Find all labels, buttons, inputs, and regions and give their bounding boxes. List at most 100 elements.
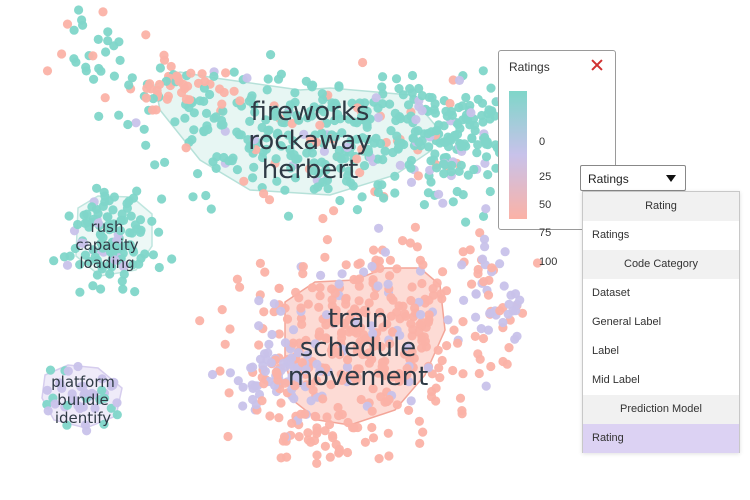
- menu-item-dataset[interactable]: Dataset: [583, 279, 739, 308]
- scatter-point: [316, 270, 326, 280]
- scatter-point: [272, 176, 282, 186]
- scatter-point: [430, 108, 440, 118]
- cluster-label: train: [328, 304, 389, 334]
- scatter-point: [377, 180, 387, 190]
- menu-item-general-label[interactable]: General Label: [583, 308, 739, 337]
- scatter-point: [456, 160, 466, 170]
- scatter-point: [139, 124, 149, 134]
- scatter-point: [358, 57, 368, 68]
- cluster-label: loading: [79, 254, 134, 272]
- scatter-point: [461, 217, 471, 227]
- menu-item-label[interactable]: Label: [583, 337, 739, 366]
- scatter-point: [380, 397, 390, 407]
- scatter-point: [296, 303, 306, 313]
- scatter-point: [392, 264, 402, 274]
- scatter-point: [311, 412, 321, 422]
- scatter-point: [103, 27, 113, 37]
- scatter-point: [63, 366, 73, 376]
- menu-item-mid-label[interactable]: Mid Label: [583, 366, 739, 395]
- scatter-point: [377, 82, 387, 92]
- close-icon[interactable]: [588, 56, 606, 74]
- scatter-point: [309, 158, 319, 168]
- scatter-point: [211, 163, 221, 173]
- scatter-point: [426, 392, 437, 402]
- scatter-point: [395, 114, 406, 124]
- scatter-point: [392, 400, 402, 410]
- scatter-point: [479, 234, 490, 244]
- scatter-point: [312, 359, 322, 369]
- scatter-point: [432, 163, 442, 173]
- scatter-point: [385, 339, 395, 349]
- scatter-point: [481, 204, 491, 214]
- scatter-point: [154, 79, 165, 90]
- scatter-point: [413, 171, 423, 181]
- scatter-point: [69, 25, 79, 35]
- legend-tick: 50: [539, 199, 552, 211]
- scatter-point: [125, 228, 135, 238]
- scatter-point: [390, 188, 400, 198]
- scatter-point: [483, 325, 493, 335]
- scatter-point: [344, 314, 354, 324]
- scatter-point: [430, 99, 440, 109]
- scatter-point: [97, 385, 107, 395]
- scatter-point: [177, 88, 187, 98]
- scatter-point: [441, 106, 451, 116]
- scatter-point: [71, 57, 81, 67]
- scatter-point: [334, 447, 344, 457]
- scatter-point: [271, 154, 281, 164]
- scatter-point: [356, 112, 367, 122]
- scatter-point: [261, 144, 271, 154]
- scatter-point: [73, 361, 83, 372]
- cluster-label: identify: [55, 409, 111, 427]
- scatter-point: [225, 368, 235, 378]
- scatter-point: [337, 269, 347, 279]
- menu-item-ratings[interactable]: Ratings: [583, 221, 739, 250]
- scatter-point: [238, 382, 248, 392]
- scatter-point: [329, 206, 339, 216]
- scatter-point: [495, 259, 505, 269]
- scatter-point: [115, 226, 126, 236]
- scatter-point: [360, 437, 370, 447]
- scatter-point: [141, 140, 151, 150]
- scatter-point: [254, 340, 264, 350]
- scatter-point: [473, 349, 483, 359]
- scatter-point: [436, 289, 446, 299]
- scatter-point: [294, 432, 304, 442]
- scatter-point: [80, 420, 90, 430]
- scatter-point: [322, 175, 333, 185]
- scatter-point: [385, 271, 395, 281]
- scatter-point: [355, 258, 365, 268]
- scatter-point: [333, 109, 343, 119]
- scatter-point: [417, 336, 427, 346]
- scatter-point: [320, 426, 330, 436]
- scatter-point: [248, 173, 258, 183]
- scatter-point: [83, 217, 93, 227]
- scatter-point: [342, 142, 352, 152]
- scatter-point: [62, 420, 72, 430]
- scatter-point: [388, 372, 398, 382]
- scatter-point: [435, 373, 445, 383]
- scatter-point: [458, 247, 468, 257]
- scatter-point: [443, 315, 453, 325]
- color-by-dropdown[interactable]: Ratings: [580, 165, 686, 191]
- scatter-point: [475, 228, 485, 238]
- scatter-point: [154, 227, 164, 237]
- scatter-point: [376, 138, 386, 149]
- caret-down-icon: [666, 175, 676, 182]
- scatter-point: [400, 309, 410, 319]
- scatter-point: [511, 306, 521, 316]
- scatter-point: [321, 165, 331, 175]
- scatter-point: [287, 418, 297, 428]
- scatter-point: [154, 262, 164, 273]
- scatter-point: [473, 140, 483, 150]
- scatter-point: [298, 269, 308, 279]
- scatter-point: [405, 84, 415, 94]
- scatter-point: [217, 305, 227, 315]
- scatter-point: [486, 83, 496, 93]
- scatter-point: [383, 279, 393, 289]
- scatter-point: [311, 137, 322, 147]
- scatter-point: [146, 84, 156, 94]
- menu-item-rating-selected[interactable]: Rating: [583, 424, 739, 453]
- scatter-point: [317, 157, 327, 167]
